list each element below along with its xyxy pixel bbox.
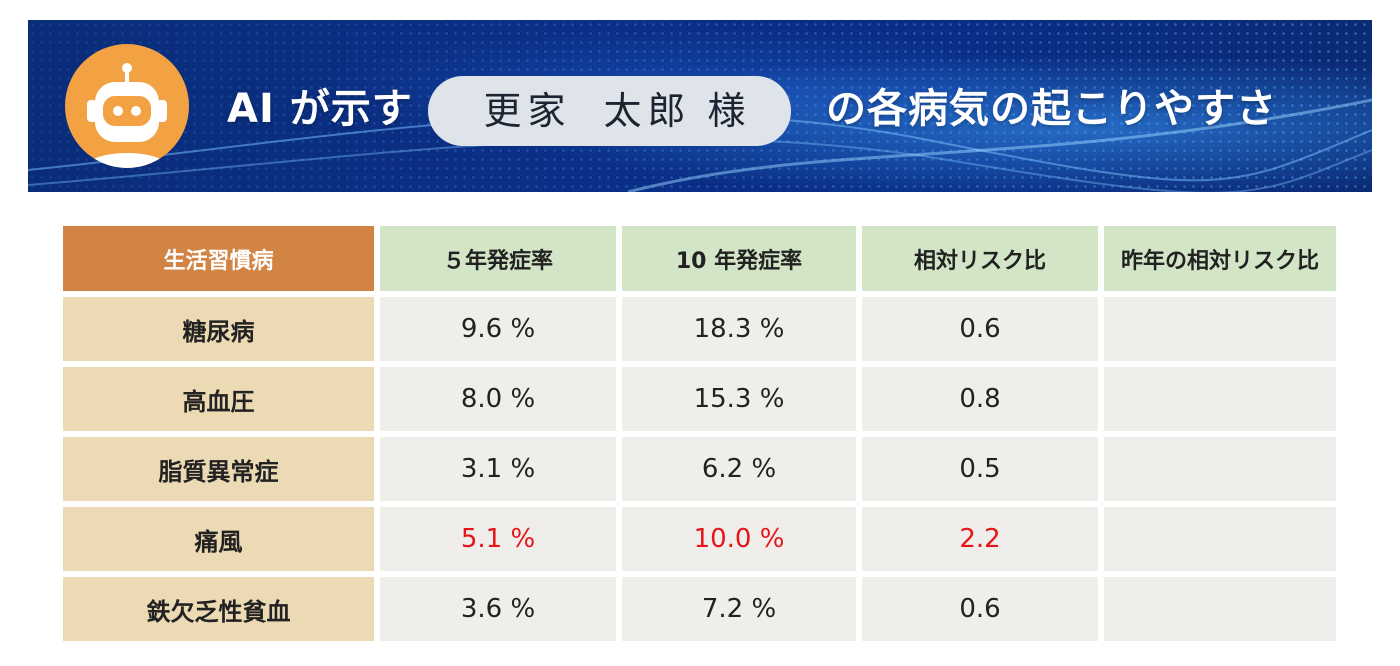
header-rate-10y: 10 年発症率 xyxy=(622,226,856,291)
table-row: 脂質異常症 3.1 % 6.2 % 0.5 xyxy=(63,437,1336,501)
rate-10y-cell: 15.3 % xyxy=(622,367,856,431)
header-rate-5y: ５年発症率 xyxy=(380,226,616,291)
rate-10y-cell: 18.3 % xyxy=(622,297,856,361)
header-disease: 生活習慣病 xyxy=(63,226,374,291)
disease-label: 高血圧 xyxy=(63,367,374,431)
relative-risk-cell: 0.6 xyxy=(862,577,1098,641)
rate-10y-cell: 10.0 % xyxy=(622,507,856,571)
disease-label: 脂質異常症 xyxy=(63,437,374,501)
table-row: 高血圧 8.0 % 15.3 % 0.8 xyxy=(63,367,1336,431)
banner-title-prefix: AI が示す xyxy=(227,86,413,132)
rate-5y-cell: 8.0 % xyxy=(380,367,616,431)
last-year-rr-cell xyxy=(1104,577,1336,641)
rate-5y-cell: 5.1 % xyxy=(380,507,616,571)
robot-icon xyxy=(85,63,169,168)
banner-title-suffix: の各病気の起こりやすさ xyxy=(826,86,1277,132)
rate-5y-cell: 3.6 % xyxy=(380,577,616,641)
disease-label: 痛風 xyxy=(63,507,374,571)
last-year-rr-cell xyxy=(1104,367,1336,431)
risk-table: 生活習慣病 ５年発症率 10 年発症率 相対リスク比 昨年の相対リスク比 糖尿病… xyxy=(57,220,1342,647)
relative-risk-cell: 2.2 xyxy=(862,507,1098,571)
robot-avatar xyxy=(65,44,189,168)
rate-5y-cell: 3.1 % xyxy=(380,437,616,501)
relative-risk-cell: 0.6 xyxy=(862,297,1098,361)
patient-given-name: 太郎 xyxy=(603,89,692,133)
disease-label: 糖尿病 xyxy=(63,297,374,361)
patient-name-pill: 更家 太郎様 xyxy=(428,76,791,146)
last-year-rr-cell xyxy=(1104,437,1336,501)
patient-family-name: 更家 xyxy=(483,89,572,133)
last-year-rr-cell xyxy=(1104,297,1336,361)
title-banner: AI が示す 更家 太郎様 の各病気の起こりやすさ xyxy=(28,20,1372,192)
table-row: 鉄欠乏性貧血 3.6 % 7.2 % 0.6 xyxy=(63,577,1336,641)
relative-risk-cell: 0.8 xyxy=(862,367,1098,431)
table-row: 糖尿病 9.6 % 18.3 % 0.6 xyxy=(63,297,1336,361)
table-header-row: 生活習慣病 ５年発症率 10 年発症率 相対リスク比 昨年の相対リスク比 xyxy=(63,226,1336,291)
rate-10y-cell: 7.2 % xyxy=(622,577,856,641)
rate-10y-cell: 6.2 % xyxy=(622,437,856,501)
table-row-highlighted: 痛風 5.1 % 10.0 % 2.2 xyxy=(63,507,1336,571)
honorific: 様 xyxy=(707,89,752,133)
last-year-rr-cell xyxy=(1104,507,1336,571)
relative-risk-cell: 0.5 xyxy=(862,437,1098,501)
disease-label: 鉄欠乏性貧血 xyxy=(63,577,374,641)
header-relative-risk: 相対リスク比 xyxy=(862,226,1098,291)
header-last-year-relative-risk: 昨年の相対リスク比 xyxy=(1104,226,1336,291)
rate-5y-cell: 9.6 % xyxy=(380,297,616,361)
